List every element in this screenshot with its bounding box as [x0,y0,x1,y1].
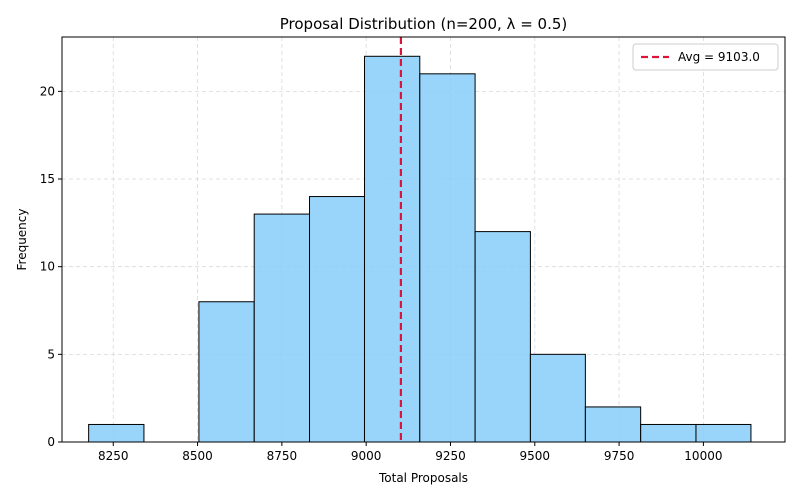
x-tick-label: 10000 [684,449,722,463]
histogram-bar [198,301,255,443]
histogram-bar [640,423,697,443]
legend-label: Avg = 9103.0 [678,50,760,64]
legend-box [632,43,779,71]
x-axis-label: Total Proposals [378,471,468,485]
x-tick-label: 8750 [267,449,298,463]
histogram-bar [309,196,365,443]
x-tick-label: 9250 [435,449,466,463]
x-axis-ticks: 8250 8500 8750 9000 9250 9500 9750 10000 [98,442,722,463]
y-tick-label: 0 [47,435,55,449]
x-tick-label: 9750 [604,449,635,463]
x-tick-label: 9000 [351,449,382,463]
plot-frame [61,36,786,443]
histogram-bar [695,423,752,443]
histogram-bar [474,231,531,443]
x-tick-label: 8250 [98,449,129,463]
y-tick-label: 15 [40,172,55,186]
histogram-bar [253,213,311,443]
histogram-bar [363,55,421,443]
y-tick-label: 5 [47,347,55,361]
x-tick-label: 9500 [520,449,551,463]
histogram-bar [88,423,145,443]
histogram-bar [584,406,642,443]
y-axis-label: Frequency [15,209,29,271]
bars [88,55,752,443]
chart-title: Proposal Distribution (n=200, λ = 0.5) [280,15,568,33]
legend: Avg = 9103.0 [632,43,779,71]
y-tick-label: 10 [40,260,55,274]
x-tick-label: 8500 [182,449,213,463]
histogram-bar [529,353,586,443]
y-tick-label: 20 [40,84,55,98]
histogram-bar [419,73,476,443]
y-axis-ticks: 0 5 10 15 20 [40,84,62,449]
